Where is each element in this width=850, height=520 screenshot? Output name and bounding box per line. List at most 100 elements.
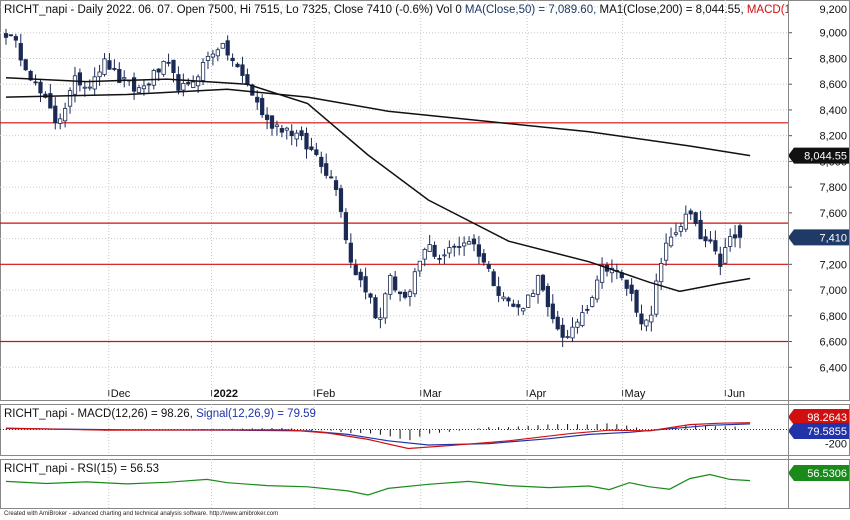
candle-body	[72, 75, 78, 95]
x-axis-label: Jun	[727, 388, 745, 400]
candle-body	[299, 130, 304, 137]
x-axis-label: Dec	[111, 388, 131, 400]
candle-body	[343, 212, 349, 241]
candle-body	[358, 271, 363, 281]
candle-body	[309, 146, 314, 150]
last-close-value-label: 7,410	[819, 232, 847, 244]
candle-body	[289, 130, 294, 137]
price-axis-label: 8,400	[819, 105, 847, 117]
candle-body	[402, 291, 408, 298]
candle-body	[713, 240, 718, 252]
ma200-value-label: 8,044.55	[804, 151, 847, 163]
candle-body	[112, 68, 117, 70]
candle-body	[535, 275, 541, 295]
candle-body	[624, 279, 629, 289]
candle-body	[476, 244, 482, 257]
candle-body	[452, 245, 457, 248]
candle-body	[319, 156, 324, 167]
macd-pane-title: RICHT_napi - MACD(12,26) = 98.26, Signal…	[4, 408, 316, 420]
rsi-value-label: 56.5306	[807, 468, 847, 480]
candle-body	[688, 210, 693, 215]
price-axis-label: 7,600	[819, 208, 847, 220]
candle-body	[63, 108, 68, 122]
candle-body	[250, 84, 255, 96]
price-axis-label: 8,200	[819, 131, 847, 143]
candle-body	[585, 308, 590, 311]
candle-body	[141, 85, 147, 90]
candle-body	[13, 36, 18, 41]
x-axis-label: Mar	[423, 388, 442, 400]
candle-body	[92, 76, 97, 90]
candle-body	[230, 57, 235, 62]
candle-body	[245, 74, 250, 85]
candle-body	[668, 236, 674, 247]
candle-body	[496, 286, 501, 296]
x-axis-label: May	[625, 388, 646, 400]
candle-body	[663, 242, 669, 261]
candle-body	[639, 313, 644, 325]
candle-body	[97, 71, 102, 78]
candle-body	[279, 128, 284, 133]
candle-body	[718, 253, 723, 267]
candle-body	[629, 284, 634, 294]
rsi-pane-title: RICHT_napi - RSI(15) = 56.53	[4, 463, 159, 475]
candle-body	[294, 132, 299, 140]
candle-body	[708, 239, 713, 242]
footer-credit: Created with AmiBroker - advanced charti…	[4, 511, 279, 517]
candle-body	[486, 263, 491, 269]
candle-body	[698, 219, 703, 240]
candle-body	[388, 275, 393, 295]
macd-value-label: 98.2643	[807, 412, 847, 424]
candle-body	[225, 40, 230, 56]
ma50-line	[5, 77, 751, 293]
candle-body	[191, 81, 196, 88]
candle-body	[151, 70, 156, 86]
candle-body	[481, 253, 486, 263]
candle-body	[570, 326, 575, 339]
candle-body	[368, 293, 373, 298]
candle-body	[333, 180, 339, 190]
candle-body	[338, 188, 344, 212]
candle-body	[412, 271, 417, 295]
rsi-value-label-box	[788, 465, 849, 481]
candle-body	[407, 291, 413, 297]
x-axis-label: Apr	[529, 388, 546, 400]
candle-body	[240, 64, 245, 76]
candle-body	[264, 114, 270, 120]
candle-body	[269, 115, 275, 129]
candle-body	[18, 43, 23, 61]
candle-body	[427, 244, 432, 252]
candle-body	[442, 254, 447, 257]
candle-body	[186, 82, 191, 85]
candle-body	[466, 241, 472, 245]
candle-body	[255, 96, 260, 103]
candle-body	[176, 74, 181, 91]
candle-body	[102, 58, 107, 75]
candle-body	[511, 303, 516, 307]
candle-body	[329, 176, 334, 179]
candle-body	[363, 276, 368, 293]
candle-body	[314, 149, 319, 155]
candle-body	[526, 294, 531, 308]
macd-pane: -200 RICHT_napi - MACD(12,26) = 98.26, Si…	[0, 404, 850, 456]
candle-body	[516, 304, 521, 308]
candle-body	[723, 247, 728, 264]
signal-value-label-box	[788, 423, 849, 439]
candle-body	[58, 118, 63, 124]
candle-body	[304, 132, 309, 150]
candle-body	[28, 70, 33, 81]
ma200-value-label-box	[788, 147, 849, 164]
candle-body	[67, 90, 73, 107]
candle-body	[599, 265, 605, 283]
candle-body	[393, 276, 398, 291]
candle-body	[166, 61, 171, 64]
candle-body	[693, 212, 698, 224]
candle-body	[220, 43, 225, 49]
signal-value-label: 79.5855	[807, 426, 847, 438]
candle-body	[530, 293, 536, 297]
candle-body	[501, 296, 506, 300]
candle-body	[117, 68, 122, 83]
price-axis-label: 9,000	[819, 28, 847, 40]
candle-body	[82, 86, 87, 89]
candle-body	[38, 81, 43, 94]
